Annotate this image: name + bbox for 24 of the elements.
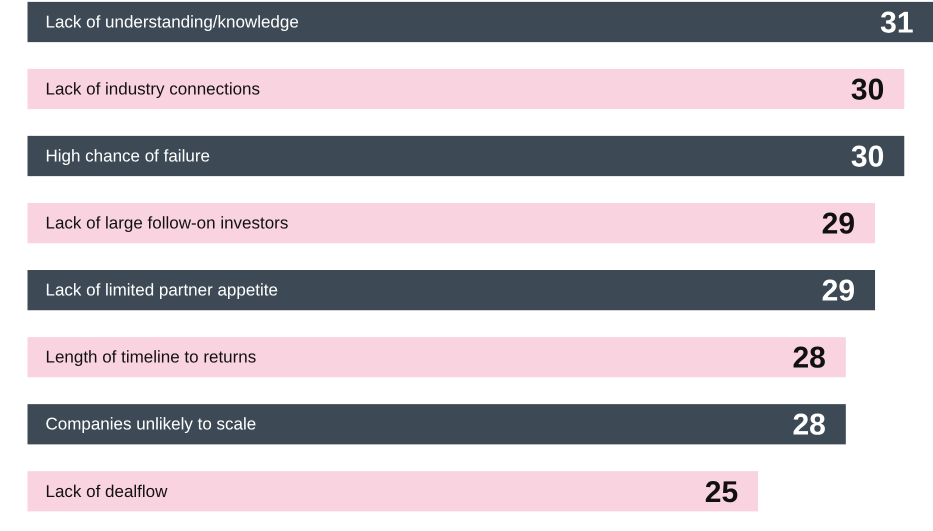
bar xyxy=(28,136,904,176)
data-label: 29 xyxy=(822,274,856,308)
y-tick-label: Lack of understanding/knowledge xyxy=(46,12,299,32)
y-tick-label: Lack of limited partner appetite xyxy=(46,280,278,300)
data-label: 31 xyxy=(880,6,914,40)
data-label: 30 xyxy=(850,74,884,106)
bar xyxy=(28,2,933,42)
y-tick-label: Companies unlikely to scale xyxy=(46,414,256,434)
y-tick-label: High chance of failure xyxy=(46,146,210,166)
bar xyxy=(28,471,758,512)
data-label: 28 xyxy=(792,408,826,442)
bar xyxy=(28,68,904,110)
bar xyxy=(28,270,876,310)
data-label: 29 xyxy=(822,208,856,241)
y-tick-label: Lack of dealflow xyxy=(46,482,168,501)
bar xyxy=(28,202,876,244)
y-tick-label: Length of timeline to returns xyxy=(46,348,256,367)
bar xyxy=(28,337,846,378)
bar xyxy=(28,404,846,444)
data-label: 30 xyxy=(850,140,884,174)
data-label: 28 xyxy=(792,342,826,375)
y-tick-label: Lack of large follow-on investors xyxy=(46,214,288,233)
y-tick-label: Lack of industry connections xyxy=(46,80,260,98)
data-label: 25 xyxy=(704,476,738,509)
